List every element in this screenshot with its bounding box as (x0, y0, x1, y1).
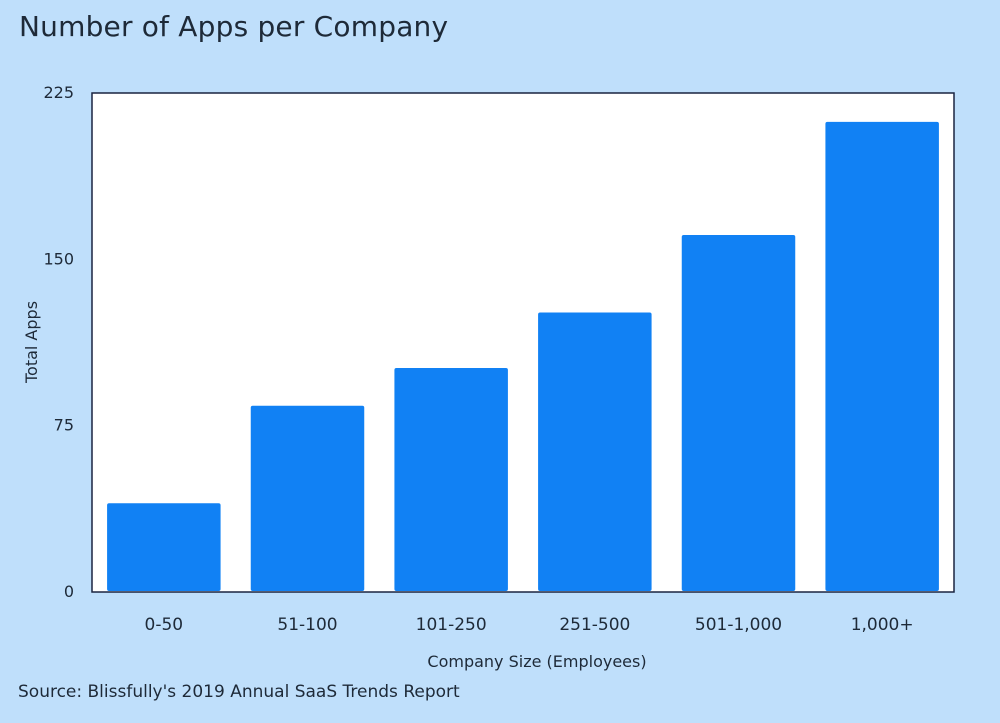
bar-501-1,000 (681, 234, 796, 591)
x-tick-label: 51-100 (277, 615, 337, 635)
y-tick-label: 150 (43, 249, 74, 268)
x-axis-ticks: 0-50 51-100 101-250 251-500 501-1,000 1,000+ (145, 615, 914, 635)
x-tick-label: 101-250 (416, 615, 487, 635)
x-tick-label: 501-1,000 (695, 615, 782, 635)
y-axis-ticks: 0 75 150 225 (43, 83, 74, 601)
bar-0-50 (107, 503, 221, 591)
plot-area (91, 92, 955, 593)
x-tick-label: 1,000+ (851, 615, 914, 635)
bar-101-250 (394, 368, 508, 591)
y-tick-label: 225 (43, 83, 74, 102)
y-tick-label: 75 (54, 416, 74, 435)
bar-51-100 (250, 405, 365, 591)
x-axis-label: Company Size (Employees) (427, 652, 646, 671)
chart-title: Number of Apps per Company (19, 10, 449, 43)
y-axis-label: Total Apps (22, 301, 41, 384)
bar-1,000+ (825, 121, 939, 591)
x-tick-label: 0-50 (145, 615, 184, 635)
source-note: Source: Blissfully's 2019 Annual SaaS Tr… (18, 682, 460, 702)
x-tick-label: 251-500 (559, 615, 630, 635)
bar-251-500 (538, 312, 652, 591)
bars-group (107, 121, 939, 591)
y-tick-label: 0 (64, 582, 74, 601)
